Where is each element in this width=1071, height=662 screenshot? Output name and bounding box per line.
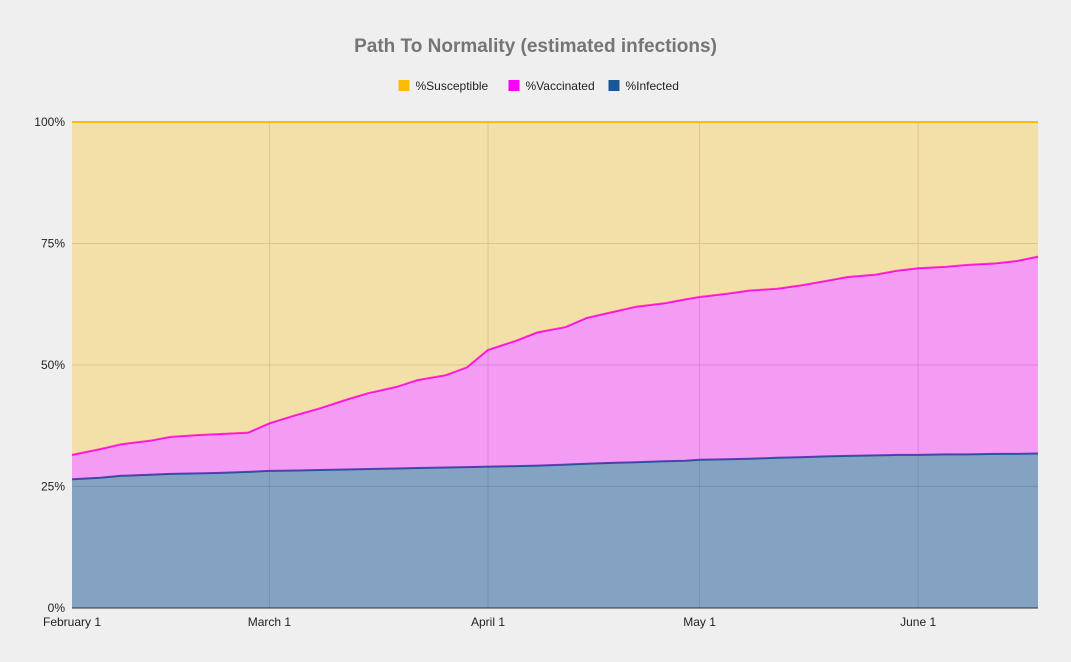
x-tick-label: June 1: [900, 615, 936, 629]
legend-item-susceptible[interactable]: %Susceptible: [398, 79, 489, 93]
x-tick-label: March 1: [248, 615, 292, 629]
legend-swatch: [398, 80, 410, 91]
legend-item-vaccinated[interactable]: %Vaccinated: [508, 79, 595, 93]
legend-label: %Infected: [626, 79, 679, 93]
area-susceptible: [72, 122, 1038, 455]
series-line-vaccinated: [71, 255, 1039, 456]
series-line-infected: [71, 452, 1039, 481]
x-tick-label: February 1: [43, 615, 101, 629]
y-tick-label: 100%: [34, 115, 65, 129]
legend-swatch: [608, 80, 620, 91]
x-tick-label: April 1: [471, 615, 505, 629]
area-infected: [72, 453, 1038, 608]
y-tick-label: 50%: [41, 358, 65, 372]
legend-label: %Susceptible: [416, 79, 489, 93]
y-tick-label: 25%: [41, 480, 65, 494]
legend-swatch: [508, 80, 520, 91]
x-tick-label: May 1: [683, 615, 716, 629]
chart-title: Path To Normality (estimated infections): [354, 36, 717, 57]
area-vaccinated: [72, 256, 1038, 480]
y-tick-label: 0%: [48, 601, 66, 615]
legend-label: %Vaccinated: [526, 79, 595, 93]
y-tick-label: 75%: [41, 237, 65, 251]
legend-item-infected[interactable]: %Infected: [608, 79, 679, 93]
plot-area: [71, 121, 1039, 608]
axes: 0% 25% 50% 75% 100% February 1 March 1 April 1 M…: [34, 115, 1038, 629]
legend[interactable]: %Susceptible %Vaccinated %Infected: [398, 79, 679, 93]
